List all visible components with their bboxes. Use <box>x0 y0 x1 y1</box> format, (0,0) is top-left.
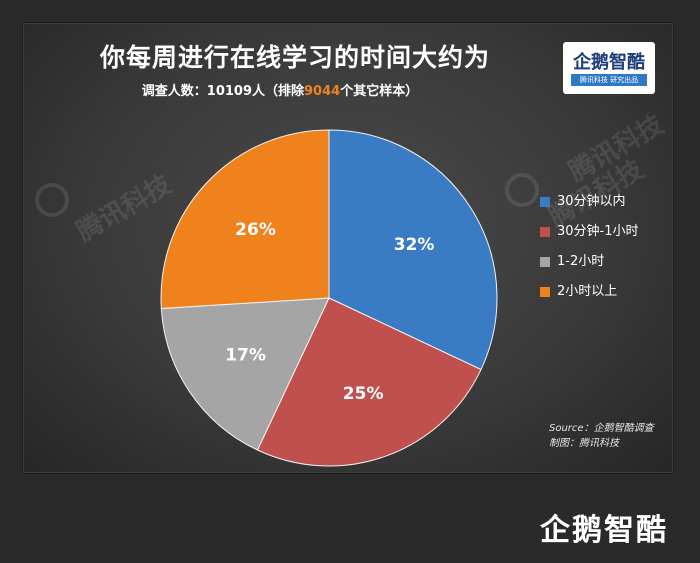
legend-label: 30分钟-1小时 <box>557 224 639 239</box>
watermark-circle-icon <box>505 173 539 207</box>
watermark-circle-icon <box>35 183 69 217</box>
legend-label: 30分钟以内 <box>557 194 626 209</box>
legend-swatch <box>540 287 550 297</box>
pie-data-label-1-to-2-hours: 17% <box>225 346 266 366</box>
source-note: Source：企鹅智酷调查 制图：腾讯科技 <box>549 421 654 451</box>
footer-logo: 企鹅智酷 <box>540 513 668 548</box>
brand-logo-tag: 腾讯科技 研究出品 <box>571 74 647 86</box>
chart-subtitle: 调查人数：10109人（排除9044个其它样本） <box>0 80 560 99</box>
brand-logo-text: 企鹅智酷 <box>573 52 645 73</box>
pie-slice-30-min-to-1-hour <box>256 297 482 467</box>
chart-title: 你每周进行在线学习的时间大约为 <box>99 43 490 72</box>
pie-data-label-30-min-to-1-hour: 25% <box>343 384 384 404</box>
legend-swatch <box>540 227 550 237</box>
source-line: Source：企鹅智酷调查 <box>549 423 654 434</box>
subtitle-prefix: 调查人数：10109人（排除 <box>141 84 305 99</box>
subtitle-suffix: 个其它样本） <box>340 84 419 99</box>
legend-swatch <box>540 257 550 267</box>
legend-label: 2小时以上 <box>557 284 618 299</box>
pie-data-label-30-min-or-less: 32% <box>394 235 435 255</box>
subtitle-highlight: 9044 <box>304 84 341 99</box>
pie-data-label-over-2-hours: 26% <box>235 220 276 240</box>
brand-logo: 企鹅智酷 腾讯科技 研究出品 <box>563 42 655 94</box>
pie-slice-over-2-hours <box>160 129 330 310</box>
legend-label: 1-2小时 <box>557 254 605 269</box>
pie-slice-1-to-2-hours <box>160 297 330 451</box>
credit-line: 制图：腾讯科技 <box>549 438 619 449</box>
legend-swatch <box>540 197 550 207</box>
pie-slice-30-min-or-less <box>328 129 498 371</box>
